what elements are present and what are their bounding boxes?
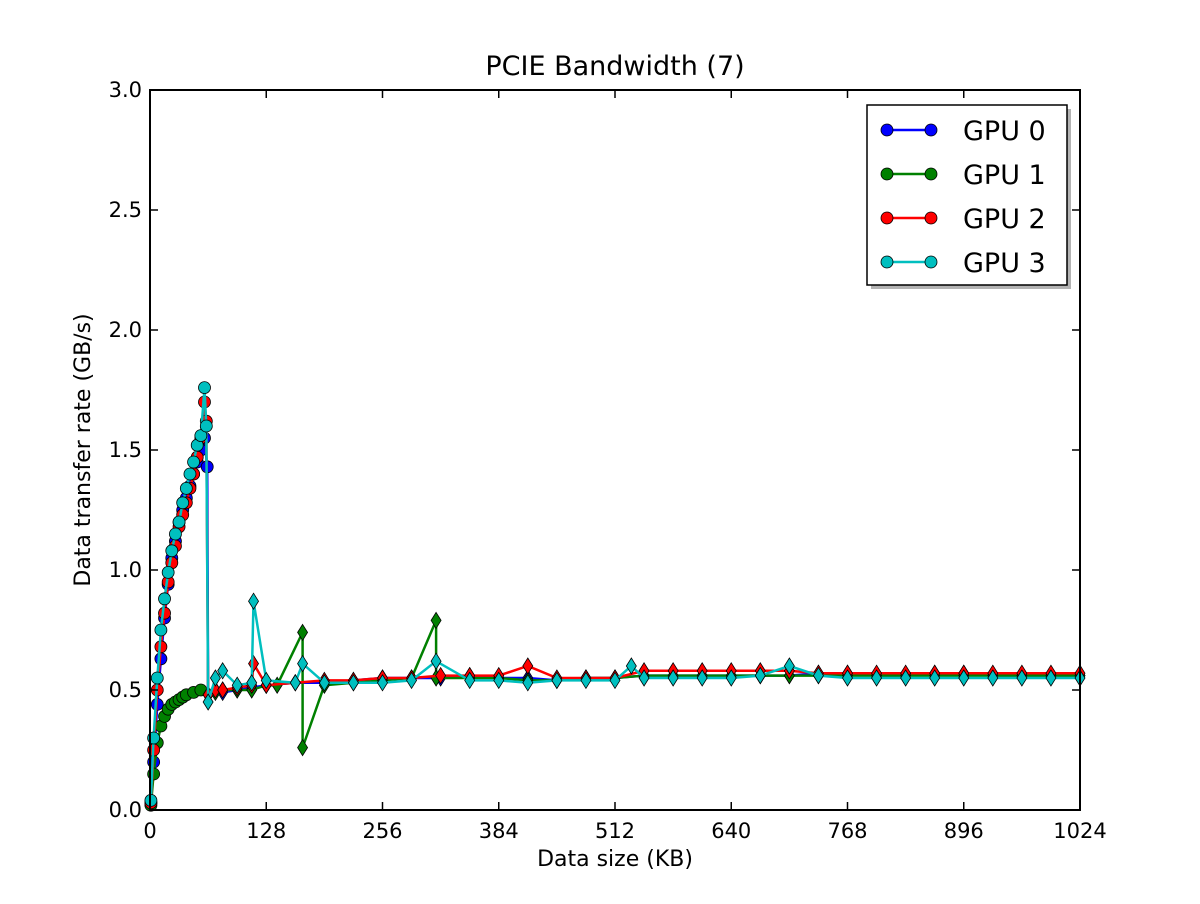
legend-label: GPU 3 <box>963 248 1046 279</box>
legend-label: GPU 1 <box>963 160 1046 191</box>
data-point <box>155 624 167 636</box>
data-point <box>188 456 200 468</box>
x-tick-label: 1024 <box>1053 819 1106 843</box>
x-tick-label: 384 <box>479 819 519 843</box>
legend-label: GPU 2 <box>963 204 1046 235</box>
data-point <box>166 545 178 557</box>
y-tick-label: 1.0 <box>109 558 142 582</box>
legend-marker <box>881 124 893 136</box>
legend-marker <box>925 256 937 268</box>
x-axis-label: Data size (KB) <box>537 847 693 872</box>
legend-marker <box>925 212 937 224</box>
data-point <box>200 420 212 432</box>
y-tick-label: 3.0 <box>109 78 142 102</box>
data-point <box>159 593 171 605</box>
data-point <box>184 468 196 480</box>
x-tick-label: 256 <box>362 819 402 843</box>
chart-title: PCIE Bandwidth (7) <box>485 51 744 82</box>
y-axis-label: Data transfer rate (GB/s) <box>71 313 96 586</box>
y-tick-label: 2.0 <box>109 318 142 342</box>
data-point <box>162 566 174 578</box>
data-point <box>177 497 189 509</box>
x-tick-label: 512 <box>595 819 635 843</box>
legend-marker <box>881 168 893 180</box>
legend-marker <box>881 256 893 268</box>
legend-marker <box>881 212 893 224</box>
legend-marker <box>925 124 937 136</box>
data-point <box>180 482 192 494</box>
x-tick-label: 896 <box>944 819 984 843</box>
y-tick-label: 0.5 <box>109 678 142 702</box>
legend-label: GPU 0 <box>963 116 1046 147</box>
data-point <box>198 382 210 394</box>
y-tick-label: 0.0 <box>109 798 142 822</box>
legend-marker <box>925 168 937 180</box>
x-tick-label: 768 <box>827 819 867 843</box>
data-point <box>169 528 181 540</box>
legend: GPU 0 GPU 1 GPU 2 GPU 3 <box>867 105 1071 289</box>
x-tick-label: 128 <box>246 819 286 843</box>
y-tick-label: 1.5 <box>109 438 142 462</box>
y-tick-label: 2.5 <box>109 198 142 222</box>
data-point <box>151 672 163 684</box>
x-tick-label: 0 <box>143 819 156 843</box>
data-point <box>173 516 185 528</box>
x-tick-label: 640 <box>711 819 751 843</box>
